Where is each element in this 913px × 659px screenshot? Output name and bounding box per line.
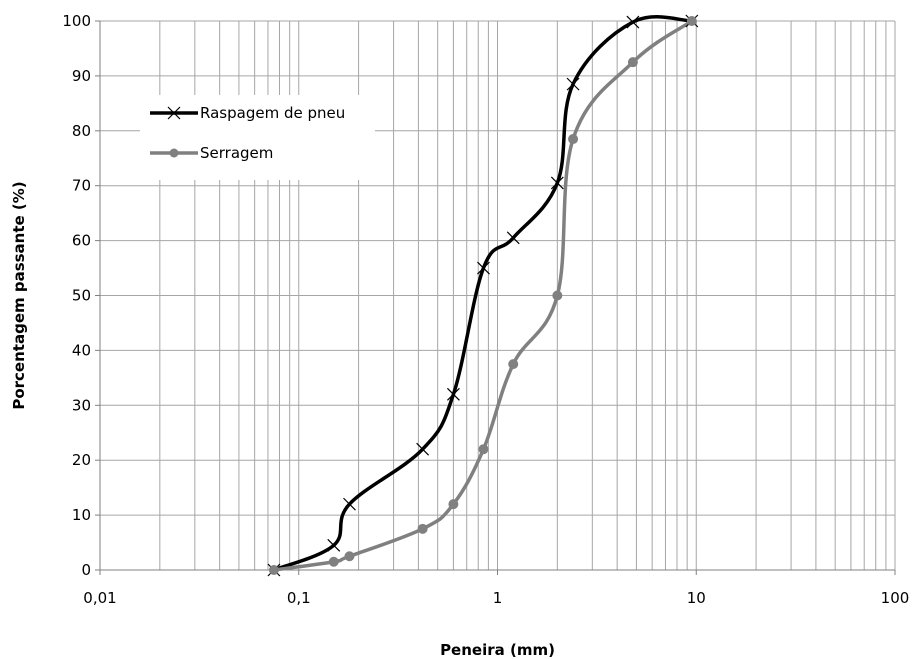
x-tick-label: 1 (493, 589, 503, 607)
y-axis-title: Porcentagem passante (%) (10, 181, 28, 409)
legend-box (140, 95, 375, 180)
marker-stroke (626, 15, 640, 29)
y-tick-label: 10 (72, 506, 91, 524)
data-point-x-marker (416, 442, 430, 456)
marker-stroke (477, 261, 490, 275)
marker-stroke (566, 77, 580, 91)
x-tick-label: 10 (687, 589, 706, 607)
data-point-x-marker (343, 497, 356, 511)
data-point-circle-marker (686, 16, 697, 26)
axes (95, 20, 896, 575)
y-tick-label: 0 (81, 561, 91, 579)
data-point-x-marker (626, 15, 640, 29)
data-point-x-marker (477, 261, 490, 275)
data-point-circle-marker (508, 359, 519, 370)
y-tick-label: 90 (72, 67, 91, 85)
data-point-circle-marker (417, 523, 428, 534)
data-point-x-marker (566, 77, 580, 91)
marker-stroke (506, 231, 520, 245)
legend: Raspagem de pneu Serragem (140, 95, 375, 180)
marker-stroke (343, 497, 356, 511)
data-point-x-marker (550, 176, 564, 190)
y-tick-label: 80 (72, 122, 91, 140)
y-tick-label: 50 (72, 287, 91, 305)
y-tick-label: 30 (72, 396, 91, 414)
y-tick-label: 100 (62, 12, 91, 30)
legend-label: Raspagem de pneu (200, 104, 345, 122)
x-tick-label: 100 (881, 589, 910, 607)
legend-x-marker (167, 106, 181, 120)
data-point-x-marker (446, 387, 460, 401)
y-tick-label: 20 (72, 451, 91, 469)
x-axis-title: Peneira (mm) (440, 641, 555, 659)
data-point-circle-marker (448, 499, 459, 510)
data-point-circle-marker (328, 556, 339, 567)
data-point-circle-marker (627, 57, 638, 68)
data-point-circle-marker (552, 290, 563, 301)
marker-stroke (416, 442, 430, 456)
marker-stroke (327, 538, 341, 552)
data-point-circle-marker (344, 551, 355, 562)
data-point-circle-marker (568, 134, 579, 145)
y-tick-label: 40 (72, 341, 91, 359)
x-tick-label: 0,01 (83, 589, 116, 607)
tick-labels: 0 10 20 30 40 50 60 70 80 90 100 0,01 0,1 1 10 100 (62, 12, 909, 607)
legend-circle-marker (169, 148, 179, 158)
data-point-x-marker (327, 538, 341, 552)
x-tick-label: 0,1 (287, 589, 311, 607)
marker-stroke (550, 176, 564, 190)
data-point-x-marker (506, 231, 520, 245)
data-point-circle-marker (478, 444, 489, 455)
series-markers (267, 14, 699, 577)
y-tick-label: 70 (72, 177, 91, 195)
marker-stroke (446, 387, 460, 401)
legend-label: Serragem (200, 144, 273, 162)
y-tick-label: 60 (72, 232, 91, 250)
data-point-circle-marker (268, 565, 279, 575)
